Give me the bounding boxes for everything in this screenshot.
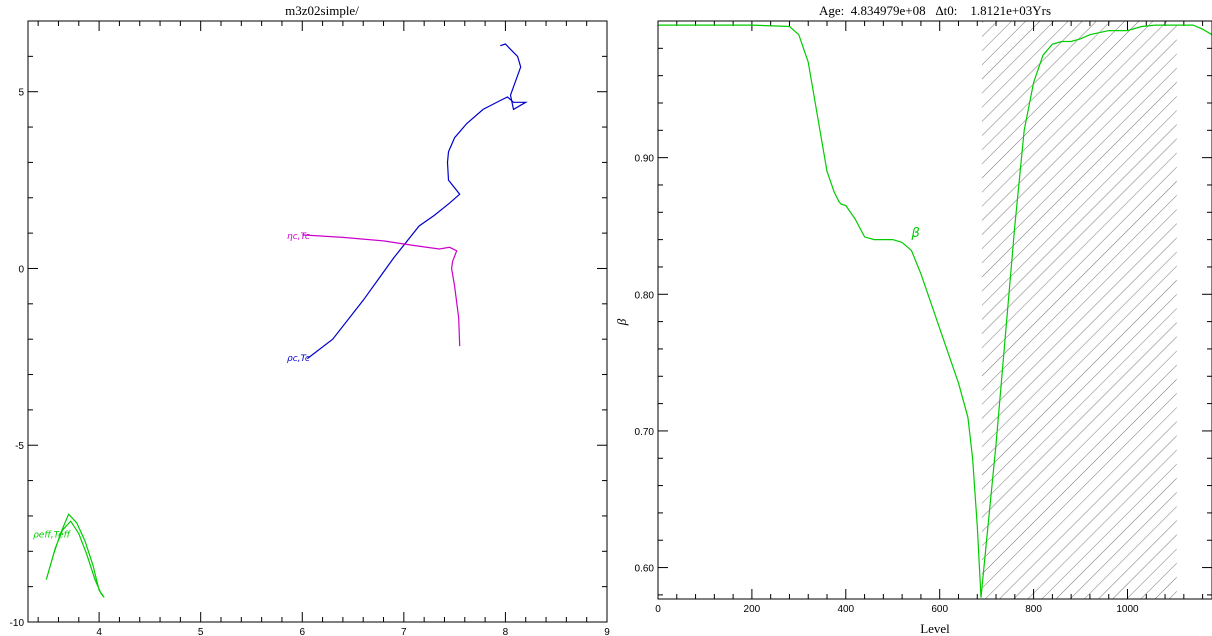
y-tick-label: 0.70 xyxy=(635,427,655,438)
series-line xyxy=(46,514,104,597)
right-chart: Age: 4.834979e+08 Δt0: 1.8121e+03Yrs 0 20… xyxy=(614,3,1212,636)
x-tick-label: 7 xyxy=(401,627,407,636)
x-tick-label: 400 xyxy=(837,604,854,615)
series-line xyxy=(307,44,525,359)
series-label: ηc,Tc xyxy=(287,232,310,242)
x-tick-label: 8 xyxy=(503,627,509,636)
right-chart-x-axis-title: Level xyxy=(920,621,950,636)
y-tick-label: 0 xyxy=(18,264,24,275)
left-chart-title: m3z02simple/ xyxy=(285,3,359,18)
y-tick-label: -5 xyxy=(15,441,24,452)
left-chart: m3z02simple/ 4 5 6 7 8 9 -10 -5 0 5 ρc,Tc ηc,Tc ρef… xyxy=(10,3,611,636)
y-tick-label: 0.80 xyxy=(635,290,655,301)
x-tick-label: 800 xyxy=(1025,604,1042,615)
x-tick-label: 0 xyxy=(655,604,661,615)
right-chart-title: Age: 4.834979e+08 Δt0: 1.8121e+03Yrs xyxy=(819,3,1051,18)
hatched-region xyxy=(982,21,1177,599)
right-chart-labels: β xyxy=(911,226,920,241)
x-tick-label: 6 xyxy=(299,627,305,636)
y-tick-label: -10 xyxy=(10,618,25,629)
x-tick-label: 5 xyxy=(198,627,204,636)
x-tick-label: 200 xyxy=(744,604,761,615)
x-tick-label: 1000 xyxy=(1116,604,1139,615)
series-label: β xyxy=(911,226,920,241)
left-chart-ticks: 4 5 6 7 8 9 -10 -5 0 5 xyxy=(10,21,611,636)
left-chart-labels: ρc,Tc ηc,Tc ρeff,Teff xyxy=(33,232,310,541)
y-tick-label: 0.90 xyxy=(635,154,655,165)
series-label: ρc,Tc xyxy=(287,354,310,364)
series-line xyxy=(302,235,459,346)
left-chart-series xyxy=(46,44,525,597)
series-label: ρeff,Teff xyxy=(33,531,72,541)
left-chart-frame xyxy=(28,21,607,622)
y-tick-label: 0.60 xyxy=(635,564,655,575)
x-tick-label: 600 xyxy=(931,604,948,615)
y-tick-label: 5 xyxy=(18,88,24,99)
right-chart-y-axis-title: β xyxy=(614,318,629,326)
x-tick-label: 9 xyxy=(604,627,610,636)
x-tick-label: 4 xyxy=(96,627,102,636)
